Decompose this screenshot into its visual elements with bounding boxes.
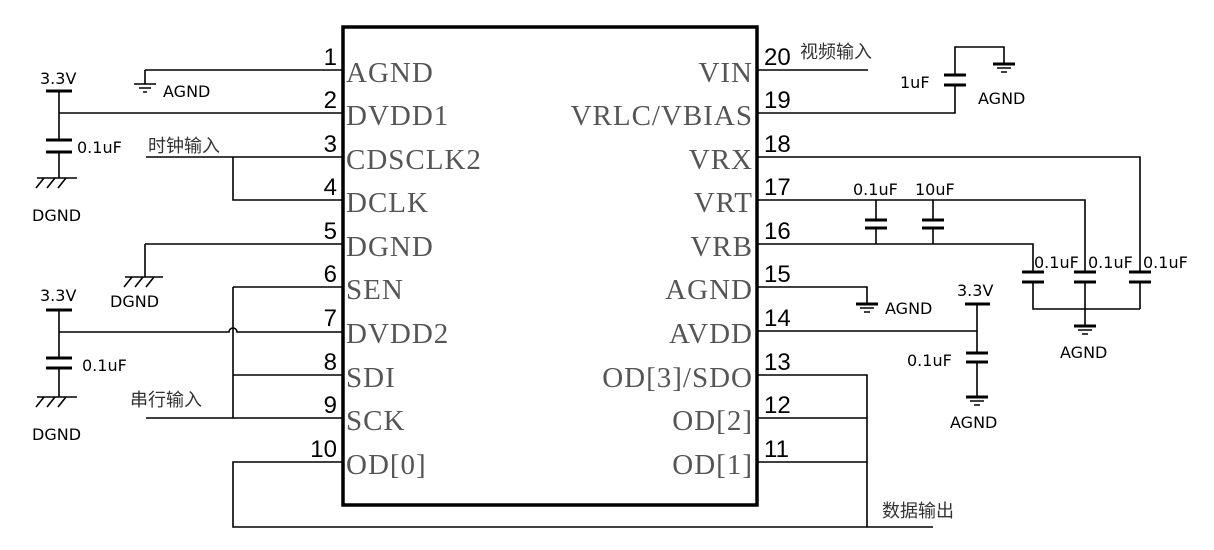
pin-label: DCLK — [346, 187, 429, 219]
vcc-label: 3.3V — [40, 286, 76, 305]
pin-label: VRLC/VBIAS — [571, 100, 753, 132]
cap-value: 0.1uF — [853, 180, 898, 199]
pins: 1 AGND 2 DVDD1 3 CDSCLK2 4 DCLK 5 DGND 6 SEN 7 DVDD2 8… — [310, 44, 790, 481]
dgnd-symbol — [123, 276, 163, 288]
pin-label: VRB — [690, 231, 753, 263]
pin-number: 3 — [324, 131, 337, 158]
wire — [757, 304, 978, 397]
pin-label: VRX — [689, 144, 753, 176]
pin-number: 13 — [764, 349, 791, 376]
serial-input-net: 串行输入 — [130, 286, 343, 419]
dvdd2-supply-net: 3.3V 0.1uF DGND — [32, 286, 343, 444]
wire — [146, 156, 343, 201]
agnd-symbol — [997, 67, 1011, 73]
ic-body — [341, 25, 759, 507]
pin-number: 10 — [310, 436, 337, 463]
agnd-label: AGND — [1060, 343, 1107, 362]
pin5-dgnd-net: DGND — [110, 243, 343, 311]
pin-label: OD[1] — [672, 449, 753, 481]
agnd-label: AGND — [950, 413, 997, 432]
pin-label: DGND — [346, 231, 434, 263]
vcc-label: 3.3V — [40, 69, 76, 88]
pin-label: VIN — [698, 57, 753, 89]
dgnd-symbol — [35, 177, 77, 189]
pin-label: SCK — [346, 405, 405, 437]
wire — [146, 286, 343, 419]
vcc-label: 3.3V — [957, 281, 993, 300]
pin-number: 9 — [324, 392, 337, 419]
pin-label: VRT — [694, 187, 753, 219]
pin-number: 7 — [324, 305, 337, 332]
pin-label: OD[0] — [346, 449, 427, 481]
wire — [58, 91, 343, 178]
pin1-agnd-net: AGND — [134, 69, 343, 101]
wire — [875, 200, 934, 244]
pin-label: OD[2] — [672, 405, 753, 437]
pin-number: 12 — [764, 392, 791, 419]
dvdd1-supply-net: 3.3V 0.1uF DGND — [32, 69, 343, 225]
agnd-label: AGND — [163, 82, 210, 101]
dgnd-label: DGND — [32, 206, 81, 225]
dgnd-label: DGND — [32, 425, 81, 444]
pin-number: 16 — [764, 218, 791, 245]
pin-number: 4 — [324, 174, 337, 201]
pin-label: SDI — [346, 362, 396, 394]
pin-number: 6 — [324, 261, 337, 288]
video-input-net: 视频输入 — [757, 42, 872, 71]
data-output-label: 数据输出 — [882, 501, 954, 522]
pin-number: 18 — [764, 131, 791, 158]
pin-number: 14 — [764, 305, 791, 332]
pin-number: 11 — [764, 436, 789, 463]
cap-value: 0.1uF — [1143, 253, 1188, 272]
pin-label: CDSCLK2 — [346, 144, 482, 176]
reference-net: 0.1uF 10uF 0.1uF 0.1uF 0.1uF AGND — [757, 156, 1188, 362]
pin-number: 2 — [324, 87, 337, 114]
dgnd-symbol — [35, 396, 77, 408]
pin-number: 8 — [324, 349, 337, 376]
agnd-symbol — [860, 307, 874, 313]
cap-value: 10uF — [915, 180, 955, 199]
pin-number: 1 — [324, 44, 337, 71]
pin-number: 5 — [324, 218, 337, 245]
wire — [757, 286, 868, 304]
data-output-net: 数据输出 — [232, 374, 954, 528]
pin-number: 17 — [764, 174, 791, 201]
wire — [757, 46, 1005, 114]
cap-value: 0.1uF — [77, 138, 122, 157]
cap-value: 0.1uF — [1034, 253, 1079, 272]
wire — [232, 374, 933, 528]
avdd-supply-net: 3.3V 0.1uF AGND — [757, 281, 997, 432]
pin-number: 19 — [764, 87, 791, 114]
video-input-label: 视频输入 — [800, 42, 872, 63]
cap-value: 0.1uF — [907, 351, 952, 370]
pin-label: DVDD2 — [346, 318, 449, 350]
pin-label: SEN — [346, 274, 404, 306]
wire — [144, 69, 343, 84]
agnd-symbol — [970, 400, 984, 406]
pin-number: 20 — [764, 44, 791, 71]
vrlc-net: 1uF AGND — [757, 46, 1025, 114]
pin-number: 15 — [764, 261, 791, 288]
serial-input-label: 串行输入 — [130, 390, 202, 411]
wire — [58, 310, 343, 397]
agnd-symbol — [1078, 329, 1092, 335]
agnd-symbol — [134, 83, 156, 93]
dgnd-label: DGND — [110, 292, 159, 311]
wire — [757, 156, 1141, 325]
pin15-agnd-net: AGND — [757, 286, 932, 318]
pin-label: AGND — [665, 274, 753, 306]
wire — [144, 243, 343, 277]
agnd-label: AGND — [885, 299, 932, 318]
pin-label: OD[3]/SDO — [602, 362, 753, 394]
cap-value: 1uF — [900, 73, 930, 92]
clock-input-net: 时钟输入 — [146, 136, 343, 201]
pin-label: AGND — [346, 57, 434, 89]
pin-label: AVDD — [669, 318, 753, 350]
clock-input-label: 时钟输入 — [148, 136, 220, 157]
agnd-label: AGND — [978, 89, 1025, 108]
cap-value: 0.1uF — [1088, 253, 1133, 272]
cap-value: 0.1uF — [82, 356, 127, 375]
pin-label: DVDD1 — [346, 100, 449, 132]
